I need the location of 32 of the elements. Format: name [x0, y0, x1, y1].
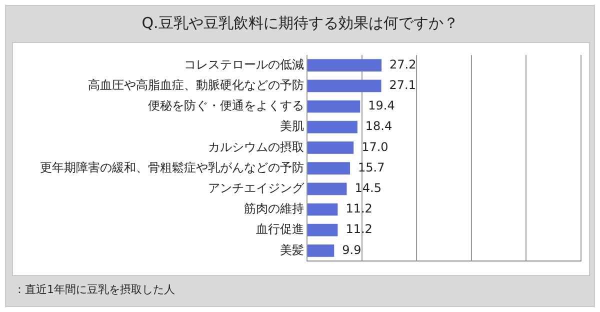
data-label: 27.2 [390, 57, 416, 72]
y-tick-label: 美髪 [280, 242, 304, 257]
bar [308, 100, 360, 113]
bar [308, 203, 338, 216]
data-label: 27.1 [389, 78, 416, 92]
y-tick-label: コレステロールの低減 [184, 57, 304, 72]
bar [308, 224, 338, 236]
bar [308, 182, 347, 196]
y-tick-label: カルシウムの摂取 [208, 140, 304, 154]
bar [308, 244, 334, 257]
bar [308, 80, 382, 92]
bar [308, 120, 358, 134]
y-tick-label: 便秘を防ぐ・便通をよくする [148, 98, 304, 113]
y-tick-label: 高血圧や高脂血症、動脈硬化などの予防 [88, 78, 304, 92]
data-label: 9.9 [342, 242, 362, 257]
y-tick-label: 更年期障害の緩和、骨粗鬆症や乳がんなどの予防 [40, 160, 304, 174]
bar [308, 142, 354, 154]
bar [308, 59, 382, 72]
y-tick-label: 筋肉の維持 [244, 202, 304, 216]
data-label: 17.0 [362, 140, 388, 154]
y-tick-label: 美肌 [280, 119, 304, 134]
data-label: 14.5 [354, 181, 382, 196]
data-label: 11.2 [346, 222, 372, 236]
text: ：直近1年間に豆乳を摂取した人 [14, 282, 175, 297]
data-label: 11.2 [346, 202, 372, 216]
chart-title: Q.豆乳や豆乳飲料に期待する効果は何ですか？ [140, 14, 460, 33]
data-label: 19.4 [368, 98, 395, 113]
bar [308, 162, 350, 174]
y-tick-label: 血行促進 [256, 222, 304, 236]
data-label: 15.7 [358, 160, 385, 174]
y-tick-label: アンチエイジング [208, 181, 305, 196]
data-label: 18.4 [365, 119, 392, 134]
